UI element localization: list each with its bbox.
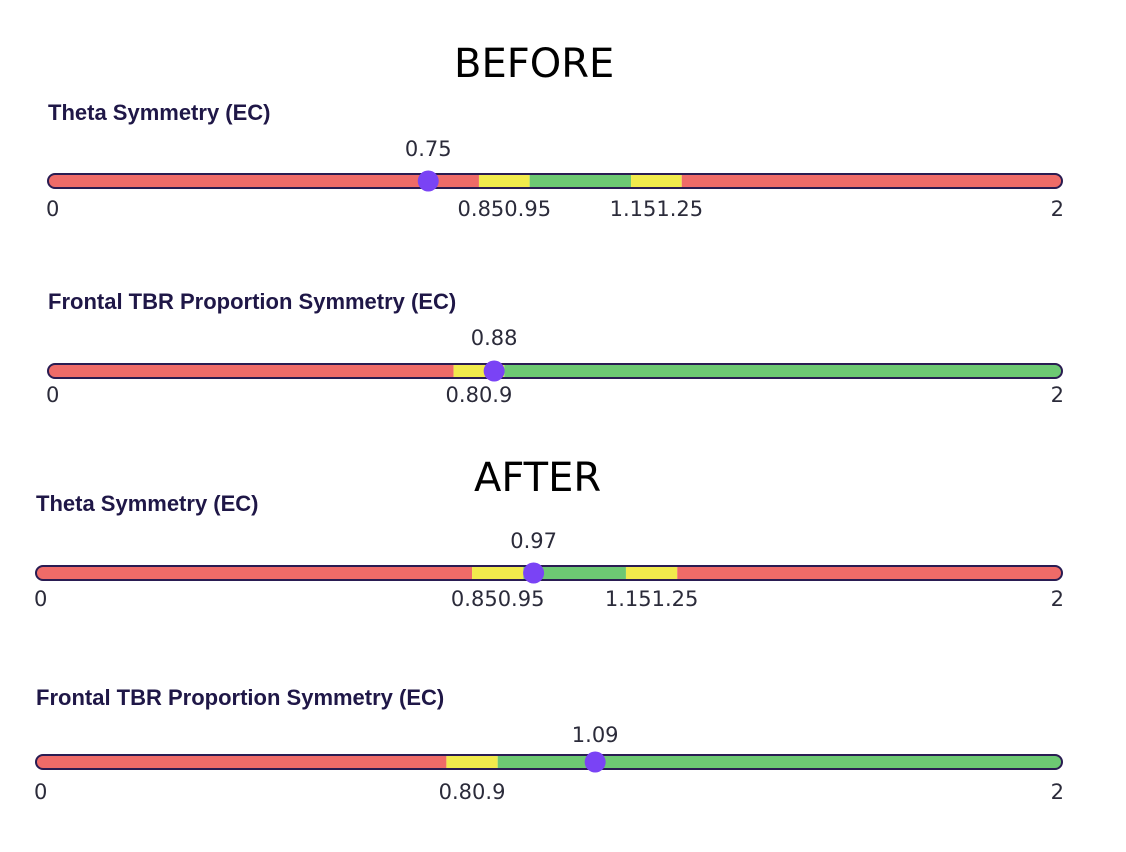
zone-yellow-1 bbox=[472, 566, 524, 580]
gauge-title: Frontal TBR Proportion Symmetry (EC) bbox=[36, 685, 445, 710]
zone-green-2 bbox=[523, 566, 626, 580]
gauge-plot: 0 0.8 0.9 2 0.88 bbox=[46, 326, 1064, 407]
tick-label: 2 bbox=[1051, 780, 1064, 804]
value-label: 0.97 bbox=[510, 529, 557, 553]
zone-yellow-3 bbox=[625, 566, 678, 580]
zone-red-4 bbox=[681, 174, 1062, 188]
gauge-plot: 0 0.8 0.9 2 1.09 bbox=[34, 723, 1064, 804]
tick-label: 0.85 bbox=[458, 197, 505, 221]
value-label: 1.09 bbox=[572, 723, 619, 747]
tick-label: 2 bbox=[1051, 383, 1064, 407]
tick-label: 0.85 bbox=[451, 587, 498, 611]
zone-red-0 bbox=[36, 566, 473, 580]
tick-label: 0 bbox=[34, 587, 47, 611]
tick-label: 1.25 bbox=[652, 587, 699, 611]
tick-label: 0 bbox=[46, 197, 59, 221]
gauge-plot: 0 0.85 0.95 1.15 1.25 2 0.97 bbox=[34, 529, 1064, 611]
bar-outline bbox=[47, 173, 1063, 189]
before-theta-symmetry-gauge: Theta Symmetry (EC) 0 0.85 0.95 1.15 1.25 2 0.… bbox=[0, 100, 1126, 230]
tick-label: 0.9 bbox=[479, 383, 512, 407]
value-label: 0.75 bbox=[405, 137, 452, 161]
zone-segments bbox=[36, 755, 1062, 769]
zone-green-2 bbox=[529, 174, 632, 188]
before-frontal-tbr-gauge: Frontal TBR Proportion Symmetry (EC) 0 0.… bbox=[0, 289, 1126, 419]
value-marker bbox=[417, 170, 439, 192]
tick-label: 0.8 bbox=[439, 780, 472, 804]
tick-label: 0 bbox=[46, 383, 59, 407]
after-heading: AFTER bbox=[474, 455, 602, 501]
zone-green-2 bbox=[504, 364, 1062, 378]
tick-label: 2 bbox=[1051, 587, 1064, 611]
zone-green-2 bbox=[497, 755, 1062, 769]
after-theta-symmetry-gauge: Theta Symmetry (EC) 0 0.85 0.95 1.15 1.25 2 0.… bbox=[0, 491, 1126, 621]
tick-label: 1.15 bbox=[610, 197, 657, 221]
zone-segments bbox=[48, 174, 1062, 188]
tick-label: 0.9 bbox=[472, 780, 505, 804]
value-label: 0.88 bbox=[471, 326, 518, 350]
value-marker bbox=[584, 751, 606, 773]
zone-yellow-3 bbox=[631, 174, 682, 188]
value-marker bbox=[483, 360, 505, 382]
zone-red-0 bbox=[48, 174, 479, 188]
zone-red-0 bbox=[48, 364, 454, 378]
bar-outline bbox=[35, 754, 1063, 770]
tick-label: 1.25 bbox=[656, 197, 703, 221]
tick-label: 0.95 bbox=[504, 197, 551, 221]
gauge-title: Frontal TBR Proportion Symmetry (EC) bbox=[48, 289, 457, 314]
after-frontal-tbr-gauge: Frontal TBR Proportion Symmetry (EC) 0 0.… bbox=[0, 685, 1126, 815]
tick-label: 0.8 bbox=[446, 383, 479, 407]
tick-label: 0.95 bbox=[498, 587, 545, 611]
tick-label: 0 bbox=[34, 780, 47, 804]
gauge-title: Theta Symmetry (EC) bbox=[36, 491, 259, 516]
tick-label: 1.15 bbox=[605, 587, 652, 611]
zone-yellow-1 bbox=[446, 755, 498, 769]
gauge-title: Theta Symmetry (EC) bbox=[48, 100, 271, 125]
zone-yellow-1 bbox=[478, 174, 530, 188]
bar-outline bbox=[47, 363, 1063, 379]
zone-red-0 bbox=[36, 755, 447, 769]
bar-outline bbox=[35, 565, 1063, 581]
zone-segments bbox=[36, 566, 1062, 580]
value-marker bbox=[523, 562, 545, 584]
zone-red-4 bbox=[677, 566, 1062, 580]
zone-segments bbox=[48, 364, 1062, 378]
gauge-plot: 0 0.85 0.95 1.15 1.25 2 0.75 bbox=[46, 137, 1064, 221]
before-heading: BEFORE bbox=[454, 41, 615, 87]
tick-label: 2 bbox=[1051, 197, 1064, 221]
